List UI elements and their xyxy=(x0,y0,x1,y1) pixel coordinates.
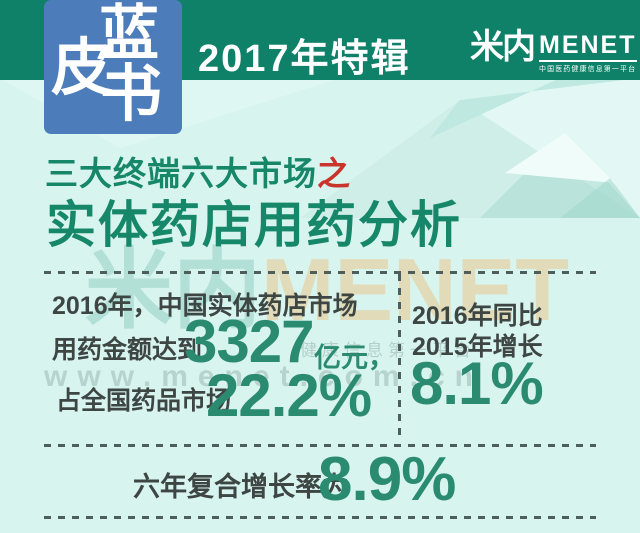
watermark-url: www.menet.com.cn xyxy=(44,360,483,393)
dashed-divider-vertical xyxy=(398,274,401,442)
badge-char-pi: 皮 xyxy=(51,34,114,103)
stat-right-line1: 2016年同比 xyxy=(412,302,543,330)
stat-left-line2-label: 用药金额达到 xyxy=(52,336,203,364)
badge-char-shu: 书 xyxy=(100,60,163,129)
subtitle-line: 三大终端六大市场之 xyxy=(45,147,351,195)
dashed-divider-bottom xyxy=(44,516,596,519)
stat-left-amount-value: 3327 xyxy=(184,308,314,375)
stat-right-growth-value: 8.1% xyxy=(410,350,544,417)
stat-left-share-value: 22.2% xyxy=(206,362,372,429)
subtitle-red-char: 之 xyxy=(317,155,351,192)
lowpoly-decoration xyxy=(0,78,640,218)
menet-logo-tagline: 中国医药健康信息第一平台 xyxy=(539,66,637,73)
watermark-logo: 米内MENET xyxy=(85,246,569,334)
stat-bottom-label: 六年复合增长率为 xyxy=(133,472,349,502)
stat-left-amount-unit: 亿元， xyxy=(314,343,395,373)
menet-logo: 米内 MENET 中国医药健康信息第一平台 xyxy=(470,28,637,74)
watermark-logo-latin: MENET xyxy=(261,240,570,339)
blue-book-badge: 蓝 皮 书 xyxy=(44,0,182,134)
stat-bottom-cagr-value: 8.9% xyxy=(318,445,456,514)
stat-left-line1: 2016年，中国实体药店市场 xyxy=(52,292,358,320)
dashed-divider-middle xyxy=(44,444,596,447)
subtitle-green-text: 三大终端六大市场 xyxy=(45,155,317,192)
menet-logo-right: MENET 中国医药健康信息第一平台 xyxy=(539,33,637,74)
watermark-logo-cjk: 米内 xyxy=(85,240,262,339)
watermark-tagline: 健康信息第一平台 xyxy=(300,341,476,360)
banner-title: 2017年特辑 xyxy=(198,38,411,80)
badge-char-lan: 蓝 xyxy=(99,0,159,67)
stat-left-line3-label: 占全国药品市场 xyxy=(56,387,232,415)
menet-logo-cjk: 米内 xyxy=(470,28,536,66)
stat-right-line2: 2015年增长 xyxy=(412,333,543,361)
menet-logo-latin: MENET xyxy=(539,33,637,62)
main-title: 实体药店用药分析 xyxy=(46,197,462,253)
dashed-divider-top xyxy=(44,271,596,274)
